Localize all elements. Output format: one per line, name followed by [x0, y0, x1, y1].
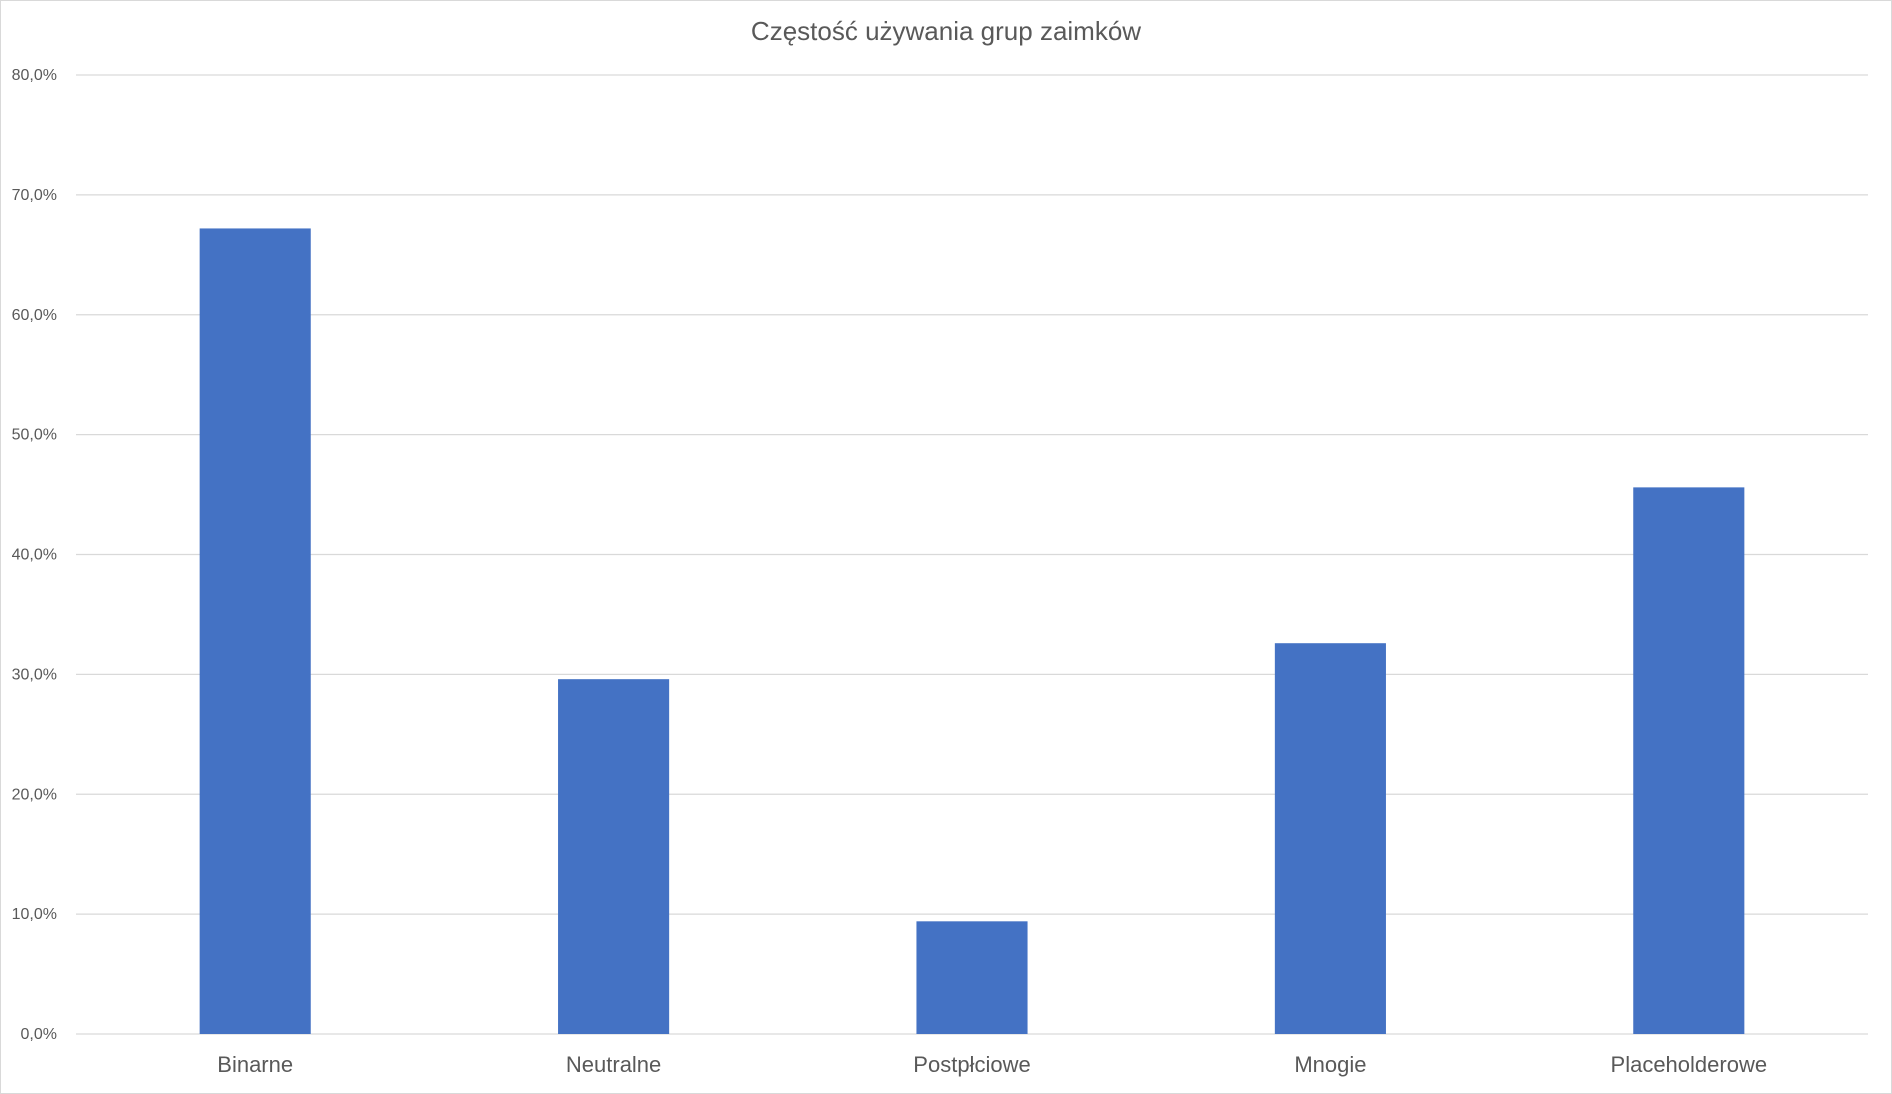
- y-tick-label: 20,0%: [12, 786, 57, 803]
- x-category-label: Neutralne: [566, 1052, 661, 1077]
- bar-neutralne: [558, 679, 670, 1034]
- y-tick-label: 10,0%: [12, 906, 57, 923]
- bar-mnogie: [1274, 643, 1386, 1034]
- x-category-label: Postpłciowe: [913, 1052, 1030, 1077]
- bar-placeholderowe: [1633, 487, 1745, 1034]
- chart-title: Częstość używania grup zaimków: [750, 16, 1142, 46]
- y-tick-label: 60,0%: [12, 307, 57, 324]
- x-category-label: Placeholderowe: [1611, 1052, 1768, 1077]
- gridlines: [76, 74, 1868, 1035]
- x-category-label: Mnogie: [1294, 1052, 1366, 1077]
- bar-binarne: [199, 228, 311, 1034]
- x-category-label: Binarne: [217, 1052, 293, 1077]
- y-tick-label: 50,0%: [12, 427, 57, 444]
- y-tick-label: 30,0%: [12, 666, 57, 683]
- bar-postpłciowe: [916, 921, 1028, 1034]
- y-tick-label: 0,0%: [21, 1026, 57, 1043]
- x-axis-labels: Binarne Neutralne Postpłciowe Mnogie Placeho…: [217, 1052, 1767, 1077]
- y-tick-label: 70,0%: [12, 187, 57, 204]
- y-tick-label: 40,0%: [12, 547, 57, 564]
- bars: [199, 228, 1745, 1034]
- y-tick-label: 80,0%: [12, 67, 57, 84]
- y-axis-ticks: 0,0% 10,0% 20,0% 30,0% 40,0% 50,0% 60,0% 70,0% 8…: [12, 67, 57, 1043]
